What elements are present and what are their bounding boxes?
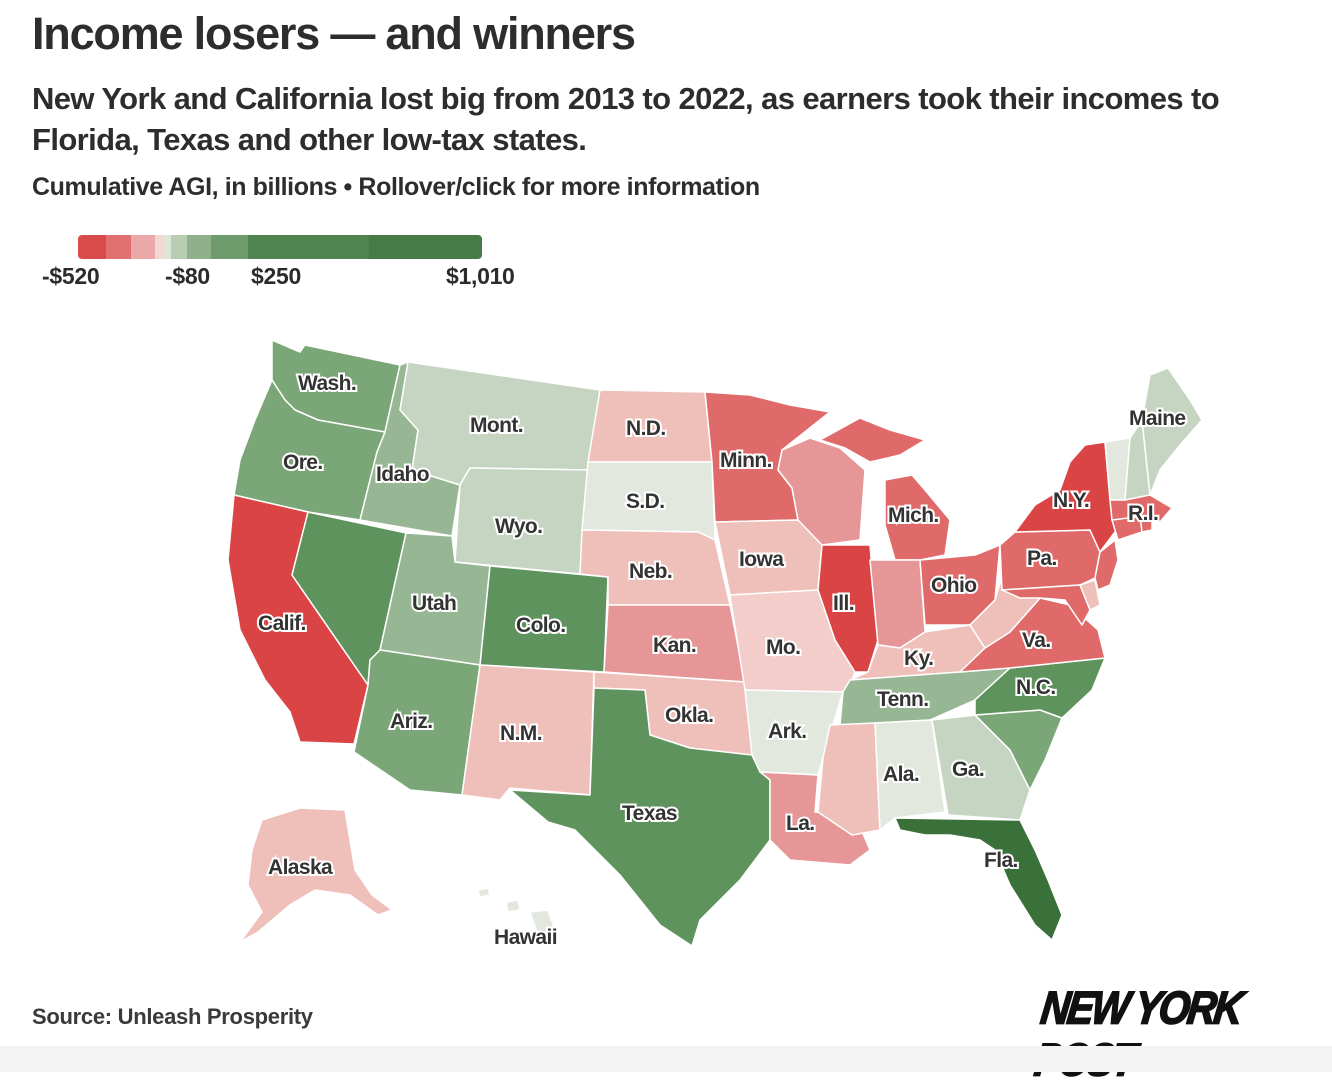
legend-stop	[247, 235, 369, 259]
legend-label-low: -$80	[165, 263, 210, 289]
label-florida: Fla.	[984, 849, 1018, 872]
label-nebraska: Neb.	[629, 560, 672, 583]
state-texas[interactable]	[509, 687, 771, 947]
label-illinois: Ill.	[833, 592, 854, 615]
label-idaho: Idaho	[376, 463, 429, 486]
legend-stop	[368, 235, 482, 259]
source-note: Source: Unleash Prosperity	[32, 1004, 313, 1029]
label-south-dakota: S.D.	[626, 490, 664, 513]
chart-subtitle: New York and California lost big from 20…	[32, 81, 1220, 157]
label-washington: Wash.	[298, 372, 356, 395]
state-alabama[interactable]	[874, 719, 946, 831]
label-ohio: Ohio	[931, 574, 976, 597]
state-new-jersey[interactable]	[1094, 539, 1119, 591]
label-north-dakota: N.D.	[626, 417, 666, 440]
state-hawaii-big-island[interactable]	[529, 909, 556, 936]
label-kansas: Kan.	[653, 634, 696, 657]
label-pennsylvania: Pa.	[1027, 547, 1057, 570]
legend-stop	[187, 235, 212, 259]
label-new-mexico: N.M.	[500, 722, 542, 745]
label-north-carolina: N.C.	[1016, 676, 1056, 699]
legend-stop	[78, 235, 107, 259]
label-rhode-island: R.I.	[1128, 502, 1158, 525]
label-louisiana: La.	[786, 812, 815, 835]
label-georgia: Ga.	[952, 758, 984, 781]
state-wisconsin[interactable]	[777, 437, 866, 546]
legend-stop	[170, 235, 188, 259]
chart-title: Income losers — and winners	[32, 8, 636, 59]
label-virginia: Va.	[1022, 629, 1051, 652]
label-minnesota: Minn.	[720, 449, 772, 472]
label-tennessee: Tenn.	[877, 688, 928, 711]
legend-stop	[106, 235, 131, 259]
label-montana: Mont.	[470, 414, 523, 437]
label-alabama: Ala.	[883, 763, 919, 786]
legend-color-scale	[78, 235, 482, 259]
label-wyoming: Wyo.	[495, 515, 542, 538]
state-hawaii-maui[interactable]	[505, 899, 521, 913]
footer-strip	[0, 1046, 1332, 1072]
state-michigan-upper[interactable]	[819, 417, 926, 463]
state-florida[interactable]	[894, 817, 1063, 941]
label-arkansas: Ark.	[768, 720, 806, 743]
legend-stop	[154, 235, 163, 259]
state-indiana[interactable]	[869, 559, 926, 649]
state-louisiana[interactable]	[759, 771, 871, 866]
state-maine[interactable]	[1141, 367, 1203, 496]
label-arizona: Ariz.	[390, 710, 433, 733]
legend-stop	[130, 235, 155, 259]
label-iowa: Iowa	[739, 548, 784, 571]
chart-note: Cumulative AGI, in billions • Rollover/c…	[32, 173, 760, 201]
label-utah: Utah	[412, 592, 456, 615]
label-michigan: Mich.	[888, 504, 939, 527]
us-choropleth-map: Wash. Ore. Calif. Idaho Mont. Wyo. Utah …	[227, 339, 1203, 951]
label-colorado: Colo.	[516, 614, 566, 637]
legend-label-min: -$520	[42, 263, 100, 289]
label-alaska: Alaska	[268, 856, 333, 879]
label-missouri: Mo.	[766, 636, 800, 659]
label-kentucky: Ky.	[904, 647, 933, 670]
label-oregon: Ore.	[283, 451, 323, 474]
legend-label-mid: $250	[251, 263, 301, 289]
label-new-york: N.Y.	[1053, 489, 1089, 512]
state-michigan[interactable]	[884, 474, 951, 561]
legend-stop	[162, 235, 171, 259]
state-hawaii-oahu[interactable]	[477, 887, 491, 898]
label-maine: Maine	[1129, 407, 1186, 430]
state-delaware[interactable]	[1079, 579, 1101, 611]
label-texas: Texas	[622, 802, 677, 825]
label-oklahoma: Okla.	[665, 704, 713, 727]
label-california: Calif.	[258, 612, 306, 635]
state-alaska[interactable]	[239, 807, 393, 943]
label-hawaii: Hawaii	[494, 926, 557, 949]
legend-stop	[211, 235, 248, 259]
legend-label-max: $1,010	[446, 263, 515, 289]
state-mississippi[interactable]	[817, 722, 881, 836]
